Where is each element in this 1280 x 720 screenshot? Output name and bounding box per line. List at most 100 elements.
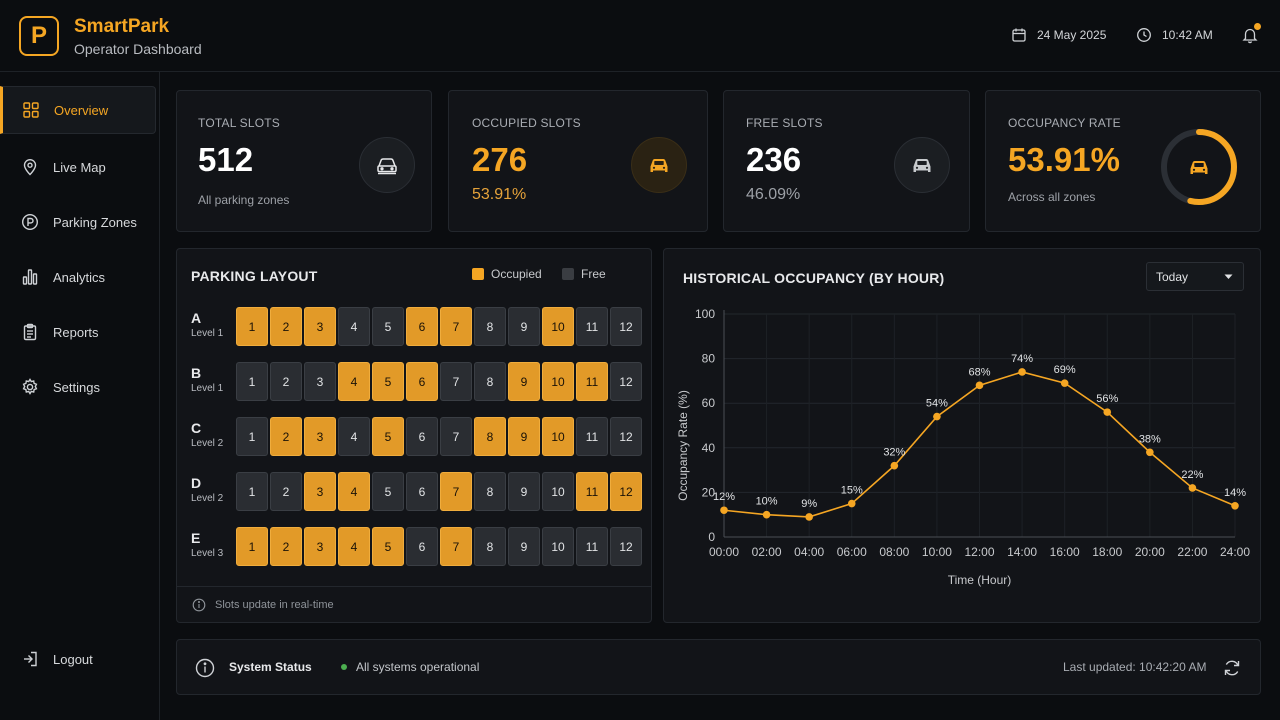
slot-b10-occupied[interactable]: 10 xyxy=(542,362,574,401)
slot-b12-free[interactable]: 12 xyxy=(610,362,642,401)
data-point xyxy=(1231,501,1239,510)
slot-b7-free[interactable]: 7 xyxy=(440,362,472,401)
row-label-c: C Level 2 xyxy=(191,420,223,449)
slot-d4-occupied[interactable]: 4 xyxy=(338,472,370,511)
slot-c1-free[interactable]: 1 xyxy=(236,417,268,456)
parking-logo-icon[interactable]: P xyxy=(19,16,59,56)
slot-e7-occupied[interactable]: 7 xyxy=(440,527,472,566)
slot-e10-free[interactable]: 10 xyxy=(542,527,574,566)
slot-a9-free[interactable]: 9 xyxy=(508,307,540,346)
slot-d9-free[interactable]: 9 xyxy=(508,472,540,511)
slot-e5-occupied[interactable]: 5 xyxy=(372,527,404,566)
slot-e11-free[interactable]: 11 xyxy=(576,527,608,566)
slot-e9-free[interactable]: 9 xyxy=(508,527,540,566)
data-label: 9% xyxy=(801,498,817,510)
slot-d10-free[interactable]: 10 xyxy=(542,472,574,511)
slot-a11-free[interactable]: 11 xyxy=(576,307,608,346)
slot-b11-occupied[interactable]: 11 xyxy=(576,362,608,401)
sidebar-item-settings[interactable]: Settings xyxy=(0,363,156,411)
slot-a8-free[interactable]: 8 xyxy=(474,307,506,346)
slot-c12-free[interactable]: 12 xyxy=(610,417,642,456)
dropdown-value: Today xyxy=(1156,269,1189,284)
slot-a5-free[interactable]: 5 xyxy=(372,307,404,346)
data-label: 32% xyxy=(883,447,905,459)
slot-b9-occupied[interactable]: 9 xyxy=(508,362,540,401)
slot-c10-occupied[interactable]: 10 xyxy=(542,417,574,456)
slot-a6-occupied[interactable]: 6 xyxy=(406,307,438,346)
free-slots-card: FREE SLOTS 236 46.09% xyxy=(723,90,970,232)
x-axis-title: Time (Hour) xyxy=(948,573,1012,587)
bell-icon[interactable] xyxy=(1241,26,1259,44)
slot-b2-free[interactable]: 2 xyxy=(270,362,302,401)
refresh-icon[interactable] xyxy=(1222,658,1242,678)
slot-a3-occupied[interactable]: 3 xyxy=(304,307,336,346)
x-tick-label: 06:00 xyxy=(837,545,867,559)
slot-d5-free[interactable]: 5 xyxy=(372,472,404,511)
slot-b4-occupied[interactable]: 4 xyxy=(338,362,370,401)
stat-label: FREE SLOTS xyxy=(746,116,823,130)
sidebar-item-label: Live Map xyxy=(53,159,106,175)
slot-c3-occupied[interactable]: 3 xyxy=(304,417,336,456)
x-tick-label: 02:00 xyxy=(752,545,782,559)
stat-value: 236 xyxy=(746,141,802,178)
slot-a1-occupied[interactable]: 1 xyxy=(236,307,268,346)
sidebar-item-reports[interactable]: Reports xyxy=(0,308,156,356)
slot-c8-occupied[interactable]: 8 xyxy=(474,417,506,456)
slot-c6-free[interactable]: 6 xyxy=(406,417,438,456)
slot-a2-occupied[interactable]: 2 xyxy=(270,307,302,346)
panel-title: HISTORICAL OCCUPANCY (BY HOUR) xyxy=(683,270,945,286)
x-tick-label: 14:00 xyxy=(1007,545,1037,559)
slot-d7-occupied[interactable]: 7 xyxy=(440,472,472,511)
data-label: 15% xyxy=(841,485,863,497)
row-label-b: B Level 1 xyxy=(191,365,223,394)
sidebar: Overview Live Map Parking Zones Analytic… xyxy=(0,72,160,720)
slot-c4-free[interactable]: 4 xyxy=(338,417,370,456)
slot-e12-free[interactable]: 12 xyxy=(610,527,642,566)
slot-d12-occupied[interactable]: 12 xyxy=(610,472,642,511)
slot-b8-free[interactable]: 8 xyxy=(474,362,506,401)
slot-b3-free[interactable]: 3 xyxy=(304,362,336,401)
slot-d2-free[interactable]: 2 xyxy=(270,472,302,511)
slot-a10-occupied[interactable]: 10 xyxy=(542,307,574,346)
legend-label: Occupied xyxy=(491,267,542,281)
slot-c11-free[interactable]: 11 xyxy=(576,417,608,456)
slot-a7-occupied[interactable]: 7 xyxy=(440,307,472,346)
logout-button[interactable]: Logout xyxy=(0,635,156,683)
slot-e4-occupied[interactable]: 4 xyxy=(338,527,370,566)
sidebar-item-overview[interactable]: Overview xyxy=(0,86,156,134)
x-tick-label: 12:00 xyxy=(964,545,994,559)
occupancy-line-chart: 0 20 40 60 80 100 00:00 02:00 04:00 06:00 08:00 10:… xyxy=(676,307,1250,587)
sidebar-item-analytics[interactable]: Analytics xyxy=(0,253,156,301)
row-label-a: A Level 1 xyxy=(191,310,223,339)
sidebar-item-live-map[interactable]: Live Map xyxy=(0,143,156,191)
slot-e3-occupied[interactable]: 3 xyxy=(304,527,336,566)
slot-d6-free[interactable]: 6 xyxy=(406,472,438,511)
slot-b5-occupied[interactable]: 5 xyxy=(372,362,404,401)
current-date: 24 May 2025 xyxy=(1037,28,1107,42)
stat-subtext: 53.91% xyxy=(472,186,527,203)
x-tick-label: 18:00 xyxy=(1092,545,1122,559)
slot-d8-free[interactable]: 8 xyxy=(474,472,506,511)
slot-e8-free[interactable]: 8 xyxy=(474,527,506,566)
slot-b1-free[interactable]: 1 xyxy=(236,362,268,401)
time-filter-dropdown[interactable]: Today xyxy=(1146,262,1244,291)
slot-b6-occupied[interactable]: 6 xyxy=(406,362,438,401)
slot-e2-occupied[interactable]: 2 xyxy=(270,527,302,566)
stat-label: OCCUPIED SLOTS xyxy=(472,116,581,130)
slot-e6-free[interactable]: 6 xyxy=(406,527,438,566)
data-point xyxy=(720,506,728,515)
slot-d11-occupied[interactable]: 11 xyxy=(576,472,608,511)
slot-d1-free[interactable]: 1 xyxy=(236,472,268,511)
slot-d3-occupied[interactable]: 3 xyxy=(304,472,336,511)
slot-c9-occupied[interactable]: 9 xyxy=(508,417,540,456)
occupied-slots-card: OCCUPIED SLOTS 276 53.91% xyxy=(448,90,708,232)
slot-e1-occupied[interactable]: 1 xyxy=(236,527,268,566)
data-point xyxy=(890,461,899,470)
stat-label: OCCUPANCY RATE xyxy=(1008,116,1121,130)
slot-a12-free[interactable]: 12 xyxy=(610,307,642,346)
slot-c2-occupied[interactable]: 2 xyxy=(270,417,302,456)
slot-c7-free[interactable]: 7 xyxy=(440,417,472,456)
slot-c5-occupied[interactable]: 5 xyxy=(372,417,404,456)
sidebar-item-parking-zones[interactable]: Parking Zones xyxy=(0,198,156,246)
slot-a4-free[interactable]: 4 xyxy=(338,307,370,346)
